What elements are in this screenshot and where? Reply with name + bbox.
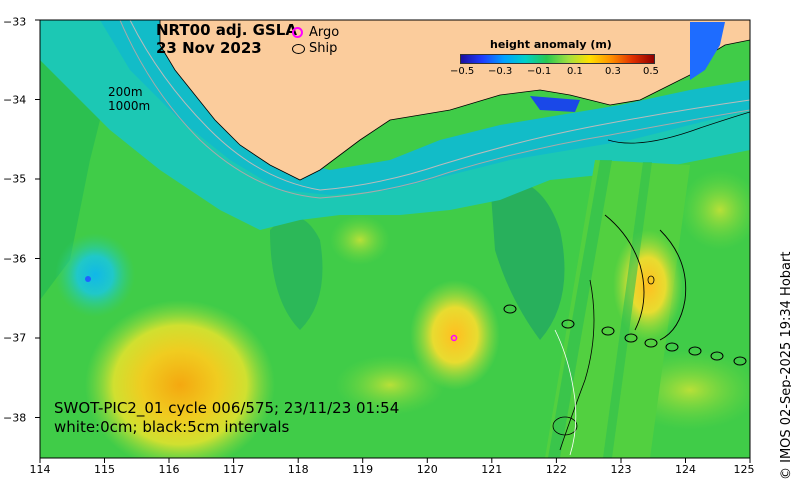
legend-ship-label: Ship (309, 41, 338, 56)
map-title: NRT00 adj. GSLA 23 Nov 2023 (156, 21, 297, 57)
coastal-anomaly (690, 22, 725, 80)
y-tick-label: −34 (3, 93, 27, 106)
x-tick-label: 124 (675, 463, 696, 476)
x-tick-label: 116 (158, 463, 180, 476)
ship-track (503, 304, 747, 366)
ocean-patch (490, 178, 565, 340)
colorbar (460, 54, 655, 64)
coastal-anomaly (530, 96, 580, 112)
colorbar-tick: −0.5 (450, 66, 475, 77)
legend-ship: Ship (292, 41, 337, 56)
legend-argo: Argo (292, 25, 339, 40)
swot-contour (559, 279, 595, 451)
copyright-credit: © IMOS 02-Sep-2025 19:34 Hobart (779, 251, 791, 480)
anomaly-patch (680, 170, 750, 250)
swot-contour (607, 111, 750, 144)
map-date: 23 Nov 2023 (156, 39, 262, 57)
ship-symbol-icon (292, 43, 305, 54)
swot-info: SWOT-PIC2_01 cycle 006/575; 23/11/23 01:… (54, 399, 399, 437)
x-tick-label: 117 (223, 463, 245, 476)
colorbar-tick: −0.1 (527, 66, 552, 77)
swot-contour-note: white:0cm; black:5cm intervals (54, 418, 290, 436)
colorbar-tick: 0.3 (605, 66, 621, 77)
x-tick-label: 123 (610, 463, 632, 476)
swot-nadir-gap (603, 162, 652, 458)
isobath-1000m (119, 20, 750, 199)
colorbar-tick: −0.3 (488, 66, 513, 77)
anomaly-dot (85, 276, 91, 282)
y-tick-label: −38 (3, 411, 27, 424)
legend-argo-label: Argo (309, 25, 340, 40)
swot-zero-contour (554, 329, 577, 456)
isobath-labels: 200m 1000m (108, 85, 150, 113)
warm-eddy (85, 300, 275, 458)
isobath-200m-label: 200m (108, 85, 143, 99)
ocean-patch (270, 217, 323, 330)
y-tick-label: −35 (3, 172, 27, 186)
x-tick-label: 114 (29, 463, 51, 476)
colorbar-title: height anomaly (m) (490, 38, 612, 51)
swot-contour (647, 275, 655, 285)
shelf-band (40, 20, 750, 230)
swot-pass-label: SWOT-PIC2_01 cycle 006/575; 23/11/23 01:… (54, 399, 400, 417)
colorbar-tick: 0.1 (567, 66, 583, 77)
swot-edge (548, 160, 612, 458)
y-tick-label: −37 (3, 331, 27, 345)
isobath-1000m-label: 1000m (108, 99, 151, 113)
x-tick-label: 119 (352, 463, 374, 476)
swot-contour (552, 416, 578, 436)
x-tick-label: 115 (94, 463, 115, 476)
y-tick-label: −36 (3, 252, 27, 265)
swot-contour (604, 214, 645, 331)
x-tick-label: 125 (733, 463, 755, 476)
product-name: NRT00 adj. GSLA (156, 21, 297, 39)
y-axis-ticks (35, 19, 40, 418)
x-tick-label: 121 (481, 463, 503, 476)
argo-float (450, 334, 458, 342)
x-tick-label: 120 (416, 463, 438, 476)
isobath-200m (129, 20, 750, 191)
plot-frame (39, 19, 751, 459)
x-tick-label: 122 (545, 463, 567, 476)
x-axis-ticks (39, 458, 751, 463)
y-tick-label: −33 (3, 15, 27, 29)
anomaly-patch (335, 355, 445, 415)
colorbar-tick: 0.5 (643, 66, 659, 77)
cold-eddy (55, 233, 135, 317)
x-tick-label: 118 (287, 463, 309, 476)
swot-contour (659, 229, 687, 341)
argo-symbol-icon (292, 27, 303, 38)
anomaly-patch (330, 215, 390, 265)
